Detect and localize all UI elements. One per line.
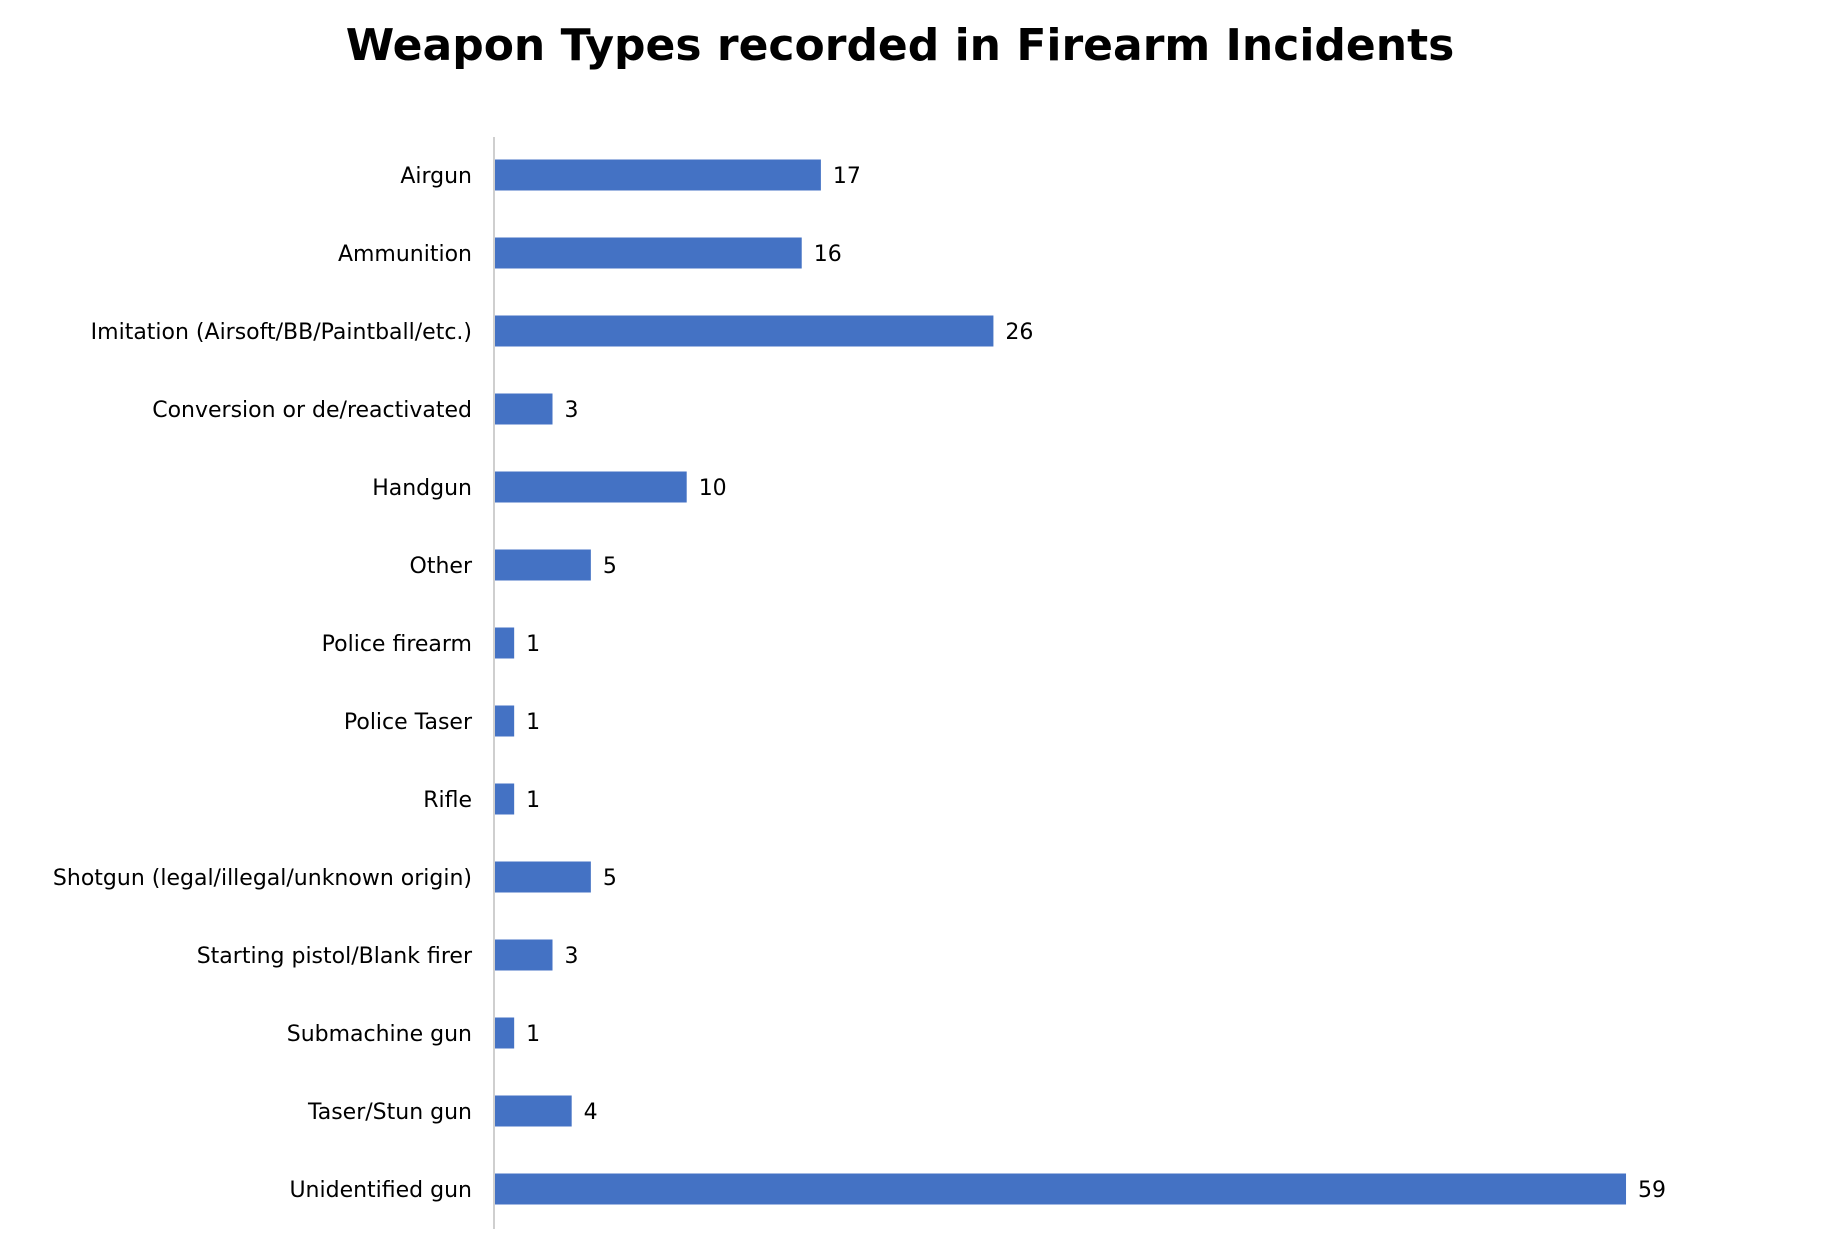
data-label: 1 <box>526 632 540 657</box>
data-label: 16 <box>814 242 842 267</box>
category-label: Shotgun (legal/illegal/unknown origin) <box>53 866 472 891</box>
bar <box>495 939 553 971</box>
category-label: Imitation (Airsoft/BB/Paintball/etc.) <box>91 320 472 345</box>
bar <box>495 627 515 659</box>
data-label: 1 <box>526 788 540 813</box>
data-label: 10 <box>699 476 727 501</box>
category-label: Handgun <box>372 476 472 501</box>
category-label: Conversion or de/reactivated <box>152 398 472 423</box>
data-label: 1 <box>526 710 540 735</box>
bar <box>495 861 591 893</box>
data-label: 3 <box>565 398 579 423</box>
data-label: 3 <box>565 944 579 969</box>
category-label: Submachine gun <box>287 1022 472 1047</box>
data-label: 5 <box>603 554 617 579</box>
category-label: Ammunition <box>338 242 472 267</box>
data-label: 26 <box>1005 320 1033 345</box>
bar <box>495 705 515 737</box>
bar <box>495 159 821 191</box>
data-label: 17 <box>833 164 861 189</box>
bar <box>495 237 802 269</box>
bar <box>495 1095 572 1127</box>
category-label: Unidentified gun <box>289 1178 472 1203</box>
bar <box>495 471 687 503</box>
bar <box>495 315 994 347</box>
category-label: Rifle <box>423 788 472 813</box>
category-label: Other <box>410 554 473 579</box>
data-label: 5 <box>603 866 617 891</box>
bar <box>495 783 515 815</box>
chart-title: Weapon Types recorded in Firearm Inciden… <box>345 20 1455 71</box>
bar <box>495 1173 1627 1205</box>
data-label: 1 <box>526 1022 540 1047</box>
category-label: Police Taser <box>344 710 473 735</box>
category-label: Police firearm <box>322 632 472 657</box>
data-label: 4 <box>584 1100 598 1125</box>
bar <box>495 393 553 425</box>
category-label: Taser/Stun gun <box>307 1100 472 1125</box>
category-label: Starting pistol/Blank firer <box>197 944 473 969</box>
data-label: 59 <box>1638 1178 1666 1203</box>
bar <box>495 549 591 581</box>
bar <box>495 1017 515 1049</box>
category-label: Airgun <box>400 164 472 189</box>
